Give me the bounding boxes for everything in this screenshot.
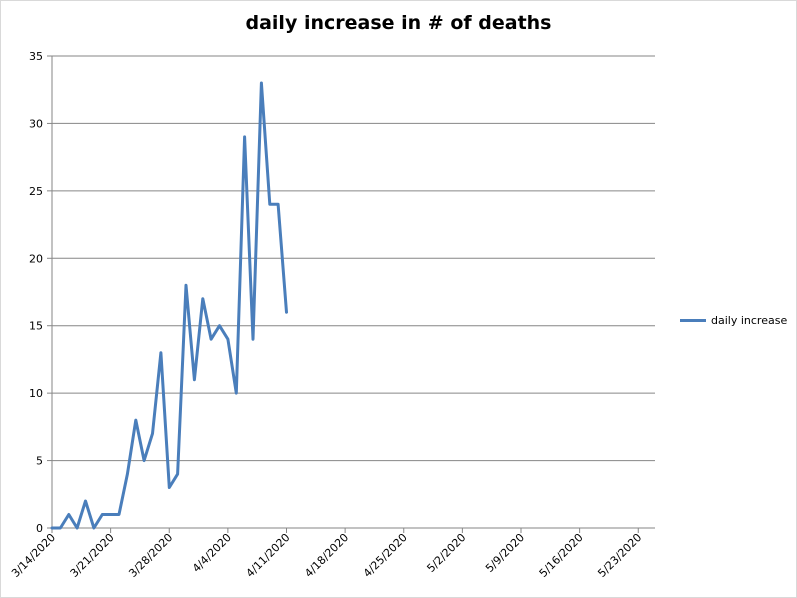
y-tick-label: 35 xyxy=(29,50,43,63)
x-tick-label: 5/2/2020 xyxy=(424,531,468,575)
legend-label: daily increase xyxy=(711,313,788,327)
x-tick-label: 5/16/2020 xyxy=(537,531,586,580)
x-tick-label: 5/23/2020 xyxy=(595,531,644,580)
x-tick-label: 3/28/2020 xyxy=(126,531,175,580)
y-tick-label: 10 xyxy=(29,387,43,400)
x-tick-label: 5/9/2020 xyxy=(483,531,527,575)
x-tick-label: 4/18/2020 xyxy=(302,531,351,580)
y-tick-label: 25 xyxy=(29,185,43,198)
legend-swatch xyxy=(680,318,706,322)
legend: daily increase xyxy=(680,312,787,328)
y-tick-label: 20 xyxy=(29,252,43,265)
x-tick-label: 4/4/2020 xyxy=(190,531,234,575)
series-line xyxy=(50,81,288,530)
x-tick-label: 3/14/2020 xyxy=(9,531,58,580)
x-tick-label: 3/21/2020 xyxy=(68,531,117,580)
chart-title: daily increase in # of deaths xyxy=(245,12,552,34)
y-tick-label: 30 xyxy=(29,117,43,130)
y-tick-label: 5 xyxy=(36,455,43,468)
x-tick-label: 4/11/2020 xyxy=(244,531,293,580)
y-tick-label: 15 xyxy=(29,320,43,333)
y-tick-label: 0 xyxy=(36,522,43,535)
x-tick-label: 4/25/2020 xyxy=(361,531,410,580)
